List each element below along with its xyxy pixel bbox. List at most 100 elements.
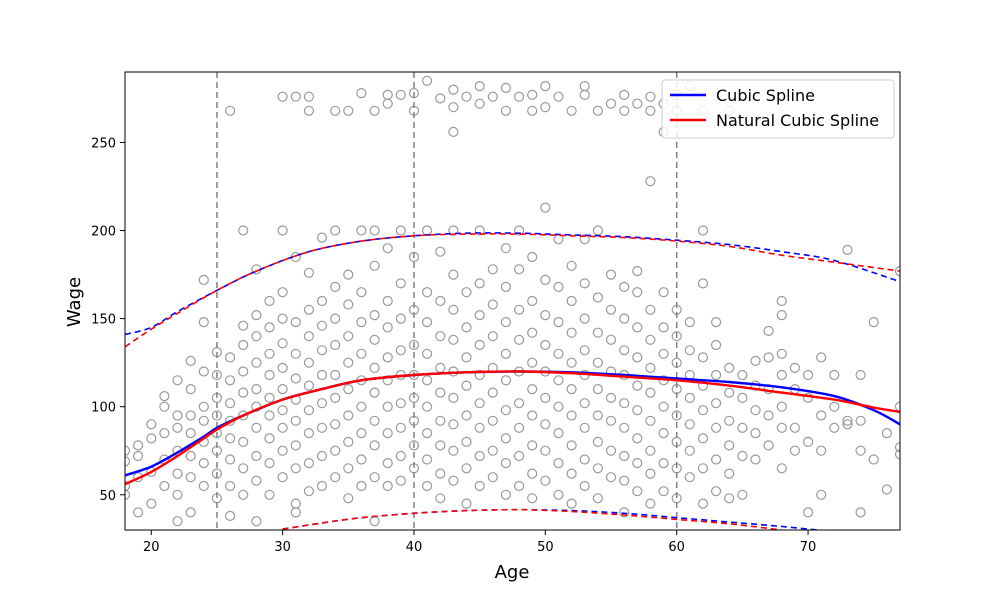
scatter-point [303,458,314,469]
scatter-point [579,398,590,409]
scatter-point [579,234,590,245]
scatter-point [330,472,341,483]
y-tick-label: 50 [99,489,116,504]
scatter-point [277,422,288,433]
scatter-point [619,398,630,409]
scatter-point [382,375,393,386]
scatter-point [684,419,695,430]
scatter-point [185,384,196,395]
scatter-point [474,480,485,492]
scatter-point [592,463,604,474]
scatter-point [697,433,709,444]
scatter-point [474,369,485,381]
scatter-point [513,304,525,315]
scatter-point [133,450,144,462]
scatter-point [868,317,879,328]
scatter-point [816,489,827,500]
scatter-point [487,472,498,483]
scatter-point [448,304,459,315]
scatter-point [290,317,301,328]
scatter-point [658,322,669,333]
scatter-point [238,320,249,331]
scatter-point [540,392,551,403]
scatter-point [513,334,525,345]
scatter-point [829,369,840,381]
scatter-point [579,454,590,465]
scatter-point [277,405,288,416]
scatter-point [172,375,183,386]
scatter-point [750,428,761,439]
scatter-point [435,415,446,426]
scatter-point [500,281,511,292]
scatter-point [579,480,590,492]
scatter-point [290,348,301,359]
scatter-point [750,355,761,366]
scatter-point [540,475,551,486]
scatter-point [816,352,827,363]
scatter-point [461,498,472,509]
scatter-point [697,498,709,509]
scatter-point [500,317,511,328]
scatter-point [487,264,498,275]
scatter-point [461,436,472,447]
scatter-point [264,295,275,307]
scatter-point [211,369,222,381]
scatter-point [448,475,459,486]
plot-frame [124,71,901,531]
scatter-point [461,91,472,102]
scatter-point [303,331,314,342]
scatter-point [592,105,604,116]
scatter-point [316,480,328,492]
scatter-point [540,102,551,113]
scatter-point [369,415,380,426]
scatter-point [658,428,669,439]
x-tick-label: 40 [406,540,423,555]
scatter-point [330,419,341,430]
scatter-point [264,392,275,403]
scatter-point [172,410,183,421]
scatter-point [395,398,406,409]
scatter-point [724,468,735,479]
scatter-point [316,345,328,356]
scatter-point [789,362,801,373]
scatter-point [330,281,341,292]
scatter-point [592,384,604,395]
scatter-point [330,369,341,381]
scatter-point [277,287,288,298]
scatter-point [316,422,328,433]
scatter-point [225,375,236,386]
scatter-point [172,516,183,527]
scatter-point [619,450,630,462]
scatter-point [894,449,900,460]
scatter-point [645,176,656,187]
scatter-point [474,310,485,321]
scatter-point [513,450,525,462]
scatter-point [382,89,393,101]
scatter-point [527,468,538,479]
scatter-point [632,433,643,444]
scatter-point [448,126,459,137]
scatter-point [225,454,236,465]
scatter-point [330,392,341,403]
scatter-point [474,98,485,109]
scatter-point [579,313,590,324]
scatter-point [461,410,472,421]
scatter-point [500,105,511,116]
scatter-point [125,480,131,492]
scatter-point [185,450,196,462]
scatter-point [579,278,590,289]
scatter-point [356,454,367,465]
scatter-point [290,91,301,102]
scatter-point [710,454,722,465]
legend: Cubic Spline Natural Cubic Spline [661,79,895,139]
scatter-point [737,369,748,381]
scatter-point [303,91,314,102]
scatter-point [645,387,656,398]
scatter-point [500,348,511,359]
scatter-point [264,348,275,359]
scatter-point [513,480,525,492]
scatter-point [369,260,380,271]
scatter-point [737,489,748,500]
scatter-point [645,445,656,456]
plot-area [125,72,900,530]
